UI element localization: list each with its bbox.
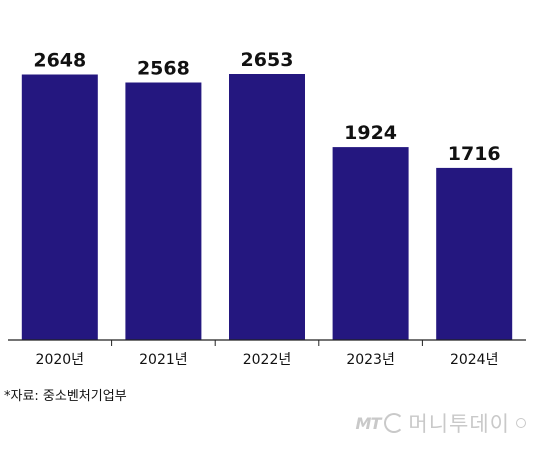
bar-value-label-4: 1716: [448, 143, 501, 165]
x-tick-label-2: 2022년: [243, 352, 292, 368]
ring-icon: [516, 418, 526, 428]
bar-0: [21, 74, 98, 340]
bar-4: [436, 167, 513, 340]
x-tick-label-0: 2020년: [36, 352, 85, 368]
value-labels-layer: 2648 2568 2653 1924 1716: [33, 49, 500, 165]
bar-3: [332, 147, 409, 340]
watermark-logo: MT 머니투데이: [356, 408, 526, 438]
bar-value-label-3: 1924: [344, 122, 397, 144]
x-tick-label-3: 2023년: [346, 352, 395, 368]
bars-layer: [21, 74, 513, 340]
bar-value-label-2: 2653: [241, 49, 294, 71]
x-tick-labels-layer: 2020년 2021년 2022년 2023년 2024년: [36, 340, 499, 368]
watermark-mt-text: MT: [355, 413, 382, 433]
watermark-brand-text: 머니투데이: [408, 412, 510, 436]
swirl-icon: [384, 413, 405, 433]
bar-value-label-1: 2568: [137, 58, 190, 80]
source-note: *자료: 중소벤처기업부: [4, 389, 127, 404]
x-tick-label-4: 2024년: [450, 352, 499, 368]
x-tick-label-1: 2021년: [139, 352, 188, 368]
bar-value-label-0: 2648: [33, 50, 86, 72]
bar-1: [125, 82, 202, 340]
bar-2: [229, 74, 305, 340]
